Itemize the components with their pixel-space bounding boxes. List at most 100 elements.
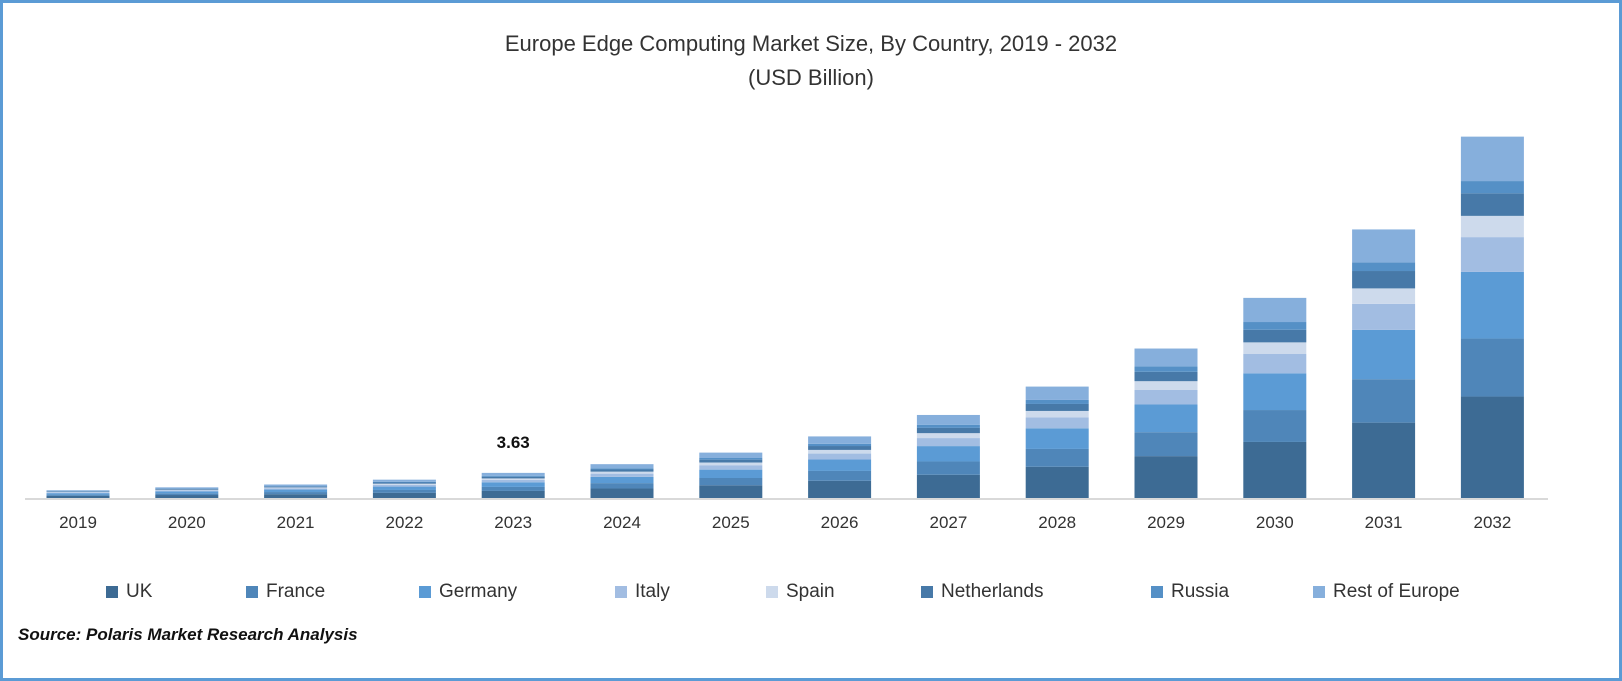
- source-note: Source: Polaris Market Research Analysis: [18, 625, 358, 644]
- legend-swatch: [766, 586, 778, 598]
- x-tick-label: 2026: [821, 513, 859, 532]
- bar-segment-russia-2027: [916, 424, 980, 428]
- bar-segment-france-2019: [46, 494, 110, 496]
- bar-segment-rest-of-europe-2023: [481, 472, 545, 476]
- legend-swatch: [246, 586, 258, 598]
- bar-segment-france-2024: [590, 483, 654, 489]
- bar-segment-germany-2025: [699, 469, 763, 479]
- bar-segment-france-2032: [1460, 338, 1524, 397]
- legend-label: Netherlands: [941, 581, 1044, 602]
- legend-item: France: [246, 581, 325, 603]
- legend-label: Russia: [1171, 581, 1230, 602]
- bar-segment-netherlands-2023: [481, 476, 545, 479]
- bar-segment-germany-2024: [590, 476, 654, 484]
- legend-label: Rest of Europe: [1333, 581, 1460, 602]
- bar-segment-germany-2022: [372, 486, 436, 490]
- bar-segment-spain-2032: [1460, 215, 1524, 238]
- bar-segment-italy-2030: [1243, 353, 1307, 374]
- bar-segment-rest-of-europe-2029: [1134, 348, 1198, 367]
- bar-segment-russia-2023: [481, 475, 545, 477]
- bar-segment-netherlands-2028: [1025, 403, 1089, 411]
- bar-segment-italy-2031: [1352, 303, 1416, 330]
- chart-title: Europe Edge Computing Market Size, By Co…: [504, 31, 1118, 56]
- bar-segment-france-2029: [1134, 432, 1198, 457]
- bar-segment-netherlands-2025: [699, 459, 763, 463]
- bar-segment-spain-2023: [481, 478, 545, 480]
- bar-segment-spain-2025: [699, 462, 763, 466]
- x-tick-label: 2030: [1256, 513, 1294, 532]
- bar-segment-italy-2019: [46, 492, 110, 494]
- bar-segment-netherlands-2020: [155, 489, 219, 490]
- bar-segment-italy-2023: [481, 479, 545, 483]
- bar-segment-rest-of-europe-2024: [590, 464, 654, 469]
- legend-label: Italy: [635, 581, 670, 602]
- bar-segment-germany-2028: [1025, 428, 1089, 449]
- bar-segment-uk-2023: [481, 490, 545, 498]
- bar-segment-netherlands-2031: [1352, 271, 1416, 289]
- bar-segment-russia-2030: [1243, 322, 1307, 330]
- bar-segment-germany-2026: [808, 459, 872, 471]
- x-tick-label: 2025: [712, 513, 750, 532]
- bar-segment-netherlands-2029: [1134, 371, 1198, 382]
- bar-segment-uk-2028: [1025, 466, 1089, 498]
- bar-segment-uk-2024: [590, 488, 654, 498]
- bar-segment-italy-2032: [1460, 237, 1524, 272]
- bar-segment-italy-2020: [155, 490, 219, 492]
- bar-segment-germany-2027: [916, 446, 980, 462]
- bar-segment-uk-2025: [699, 485, 763, 498]
- bar-segment-netherlands-2030: [1243, 329, 1307, 343]
- bar-segment-netherlands-2024: [590, 469, 654, 472]
- bar-segment-italy-2026: [808, 453, 872, 460]
- bar-segment-france-2031: [1352, 379, 1416, 423]
- bar-segment-netherlands-2026: [808, 446, 872, 450]
- x-tick-label: 2028: [1038, 513, 1076, 532]
- legend-label: France: [266, 581, 326, 602]
- bar-segment-uk-2030: [1243, 441, 1307, 498]
- bar-segment-russia-2024: [590, 468, 654, 470]
- x-tick-label: 2019: [59, 513, 97, 532]
- legend-label: Germany: [439, 581, 518, 602]
- bar-segment-uk-2031: [1352, 422, 1416, 498]
- bar-segment-italy-2022: [372, 484, 436, 487]
- legend-item: Russia: [1151, 581, 1229, 603]
- legend-swatch: [1313, 586, 1325, 598]
- bar-segment-rest-of-europe-2025: [699, 452, 763, 459]
- bar-segment-uk-2022: [372, 492, 436, 498]
- bar-segment-italy-2029: [1134, 389, 1198, 405]
- bar-segment-rest-of-europe-2022: [372, 479, 436, 482]
- bar-segment-netherlands-2027: [916, 427, 980, 434]
- bar-segment-rest-of-europe-2032: [1460, 136, 1524, 182]
- bar-segment-uk-2029: [1134, 456, 1198, 498]
- legend-item: Spain: [766, 581, 835, 603]
- bar-segment-germany-2030: [1243, 373, 1307, 411]
- bar-segment-italy-2024: [590, 473, 654, 477]
- bar-segment-uk-2019: [46, 495, 110, 498]
- bar-segment-russia-2029: [1134, 366, 1198, 372]
- legend-item: Rest of Europe: [1313, 581, 1460, 603]
- bar-segment-netherlands-2032: [1460, 193, 1524, 216]
- legend-swatch: [615, 586, 627, 598]
- bar-segment-france-2026: [808, 470, 872, 481]
- x-tick-label: 2022: [385, 513, 423, 532]
- bar-segment-germany-2021: [264, 489, 328, 493]
- x-tick-label: 2029: [1147, 513, 1185, 532]
- bar-segment-russia-2022: [372, 481, 436, 483]
- x-tick-label: 2027: [929, 513, 967, 532]
- bar-segment-italy-2027: [916, 438, 980, 447]
- bar-segment-spain-2031: [1352, 288, 1416, 304]
- bar-segment-russia-2028: [1025, 399, 1089, 404]
- bar-segment-spain-2027: [916, 433, 980, 439]
- bar-segment-italy-2021: [264, 488, 328, 490]
- legend-label: Spain: [786, 581, 835, 602]
- legend: UK France Germany Italy Spain Netherlands Russ…: [3, 581, 1619, 605]
- bar-segment-rest-of-europe-2028: [1025, 386, 1089, 400]
- bar-segment-rest-of-europe-2020: [155, 487, 219, 489]
- bar-segment-netherlands-2022: [372, 482, 436, 484]
- legend-swatch: [1151, 586, 1163, 598]
- bar-segment-rest-of-europe-2019: [46, 490, 110, 492]
- bar-segment-france-2030: [1243, 410, 1307, 442]
- legend-swatch: [921, 586, 933, 598]
- bar-segment-rest-of-europe-2027: [916, 414, 980, 425]
- bar-segment-spain-2026: [808, 449, 872, 454]
- x-tick-label: 2024: [603, 513, 641, 532]
